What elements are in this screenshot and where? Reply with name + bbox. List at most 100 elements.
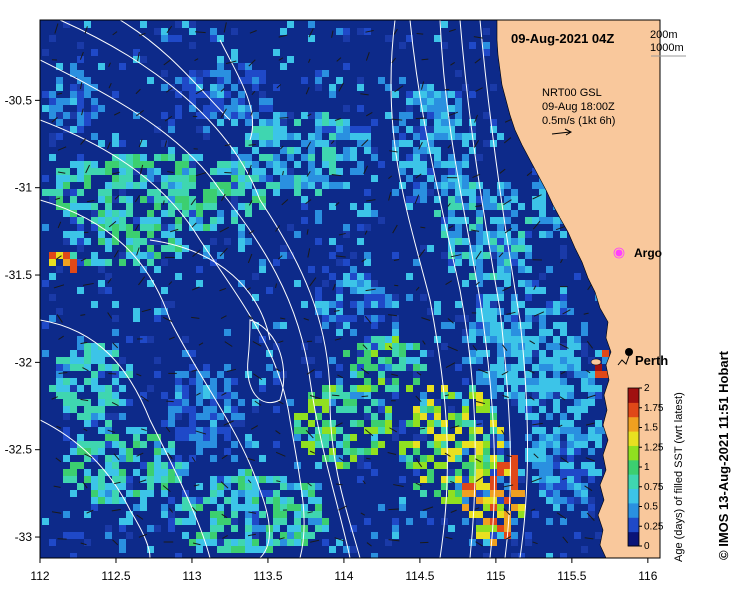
- sst-cell: [532, 203, 539, 210]
- sst-cell: [371, 385, 378, 392]
- sst-cell: [175, 175, 182, 182]
- sst-cell: [245, 539, 252, 546]
- sst-cell: [217, 210, 224, 217]
- sst-cell: [70, 469, 77, 476]
- sst-cell: [154, 476, 161, 483]
- sst-cell: [567, 343, 574, 350]
- sst-cell: [518, 203, 525, 210]
- sst-cell: [448, 105, 455, 112]
- sst-cell: [434, 35, 441, 42]
- sst-cell: [252, 112, 259, 119]
- sst-cell: [588, 497, 595, 504]
- sst-cell: [574, 448, 581, 455]
- sst-cell: [399, 42, 406, 49]
- city-dot-icon: [625, 348, 633, 356]
- sst-cell: [175, 168, 182, 175]
- sst-cell: [567, 483, 574, 490]
- sst-cell: [357, 371, 364, 378]
- sst-cell: [483, 252, 490, 259]
- sst-cell: [210, 511, 217, 518]
- sst-cell: [518, 378, 525, 385]
- sst-cell: [392, 294, 399, 301]
- sst-cell: [329, 427, 336, 434]
- sst-cell: [329, 126, 336, 133]
- sst-cell: [448, 217, 455, 224]
- sst-cell: [63, 511, 70, 518]
- sst-cell: [602, 350, 609, 357]
- sst-cell: [119, 210, 126, 217]
- sst-cell: [476, 441, 483, 448]
- sst-cell: [560, 469, 567, 476]
- sst-cell: [182, 196, 189, 203]
- sst-cell: [427, 469, 434, 476]
- sst-cell: [322, 406, 329, 413]
- sst-cell: [455, 490, 462, 497]
- sst-cell: [315, 217, 322, 224]
- sst-cell: [273, 161, 280, 168]
- sst-cell: [539, 476, 546, 483]
- sst-cell: [504, 280, 511, 287]
- sst-cell: [525, 406, 532, 413]
- sst-cell: [399, 168, 406, 175]
- sst-cell: [231, 525, 238, 532]
- sst-cell: [336, 427, 343, 434]
- sst-cell: [434, 413, 441, 420]
- sst-cell: [91, 476, 98, 483]
- sst-cell: [98, 350, 105, 357]
- sst-cell: [483, 455, 490, 462]
- sst-cell: [539, 336, 546, 343]
- sst-cell: [119, 413, 126, 420]
- sst-cell: [455, 455, 462, 462]
- sst-cell: [455, 441, 462, 448]
- sst-cell: [91, 455, 98, 462]
- sst-cell: [203, 413, 210, 420]
- sst-cell: [273, 133, 280, 140]
- sst-cell: [588, 434, 595, 441]
- sst-cell: [406, 196, 413, 203]
- sst-cell: [266, 119, 273, 126]
- sst-cell: [238, 546, 245, 553]
- sst-cell: [518, 406, 525, 413]
- sst-cell: [511, 189, 518, 196]
- sst-cell: [343, 448, 350, 455]
- sst-cell: [560, 322, 567, 329]
- sst-cell: [490, 455, 497, 462]
- sst-cell: [168, 406, 175, 413]
- sst-cell: [266, 154, 273, 161]
- sst-cell: [294, 175, 301, 182]
- sst-cell: [273, 511, 280, 518]
- sst-cell: [595, 427, 602, 434]
- sst-cell: [182, 161, 189, 168]
- sst-cell: [581, 399, 588, 406]
- sst-cell: [217, 63, 224, 70]
- sst-cell: [350, 385, 357, 392]
- sst-cell: [161, 182, 168, 189]
- sst-cell: [301, 504, 308, 511]
- sst-cell: [56, 371, 63, 378]
- sst-cell: [259, 133, 266, 140]
- sst-cell: [322, 266, 329, 273]
- sst-cell: [343, 28, 350, 35]
- sst-cell: [126, 210, 133, 217]
- sst-cell: [553, 217, 560, 224]
- depth-legend-1000m: 1000m: [650, 42, 684, 54]
- sst-cell: [483, 434, 490, 441]
- sst-cell: [301, 140, 308, 147]
- sst-cell: [196, 434, 203, 441]
- sst-cell: [385, 112, 392, 119]
- sst-cell: [357, 287, 364, 294]
- sst-cell: [371, 315, 378, 322]
- sst-cell: [399, 364, 406, 371]
- sst-cell: [294, 532, 301, 539]
- sst-cell: [168, 189, 175, 196]
- sst-cell: [546, 308, 553, 315]
- sst-cell: [455, 259, 462, 266]
- sst-cell: [231, 511, 238, 518]
- sst-cell: [455, 224, 462, 231]
- sst-cell: [427, 350, 434, 357]
- sst-cell: [462, 476, 469, 483]
- sst-cell: [231, 189, 238, 196]
- sst-cell: [210, 420, 217, 427]
- sst-cell: [273, 112, 280, 119]
- sst-cell: [259, 511, 266, 518]
